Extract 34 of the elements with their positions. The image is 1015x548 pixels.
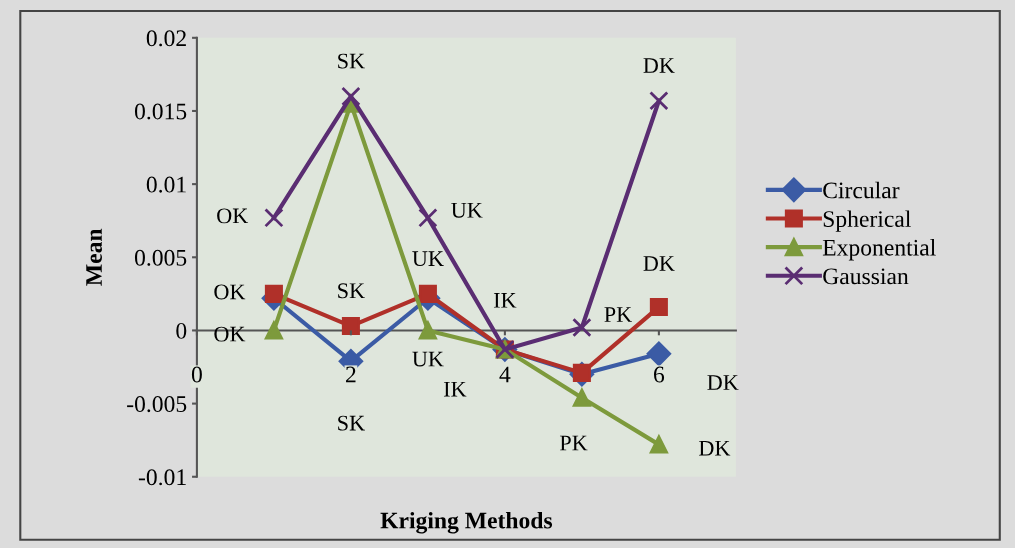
annotation: DK	[707, 375, 739, 390]
annotation: OK	[214, 284, 246, 300]
annotation: SK	[338, 283, 365, 299]
annotation: SK	[338, 53, 365, 69]
annotation: OK	[214, 326, 246, 342]
y-tick-label: 0.01	[146, 176, 186, 193]
legend-label: Exponential	[822, 239, 936, 261]
y-tick-label: 0.015	[134, 103, 187, 120]
x-tick-label: 2	[346, 366, 356, 383]
legend-label: Circular	[823, 181, 900, 199]
x-axis-title: Kriging Methods	[380, 511, 553, 534]
x-tick-label: 0	[191, 366, 202, 383]
annotation: SK	[338, 415, 365, 431]
annotation: DK	[643, 256, 675, 271]
annotation: UK	[412, 251, 444, 267]
annotation: UK	[412, 351, 444, 367]
y-tick-label: 0.005	[134, 249, 187, 266]
y-tick-label: -0.01	[138, 469, 186, 486]
annotation: PK	[559, 435, 588, 451]
y-axis-title: Mean	[86, 228, 102, 286]
legend-label: Spherical	[823, 210, 911, 232]
annotation: PK	[604, 307, 632, 322]
x-tick-label: 6	[653, 366, 665, 383]
annotation: DK	[699, 440, 731, 456]
y-tick-label: 0.02	[146, 30, 186, 47]
y-tick-label: 0	[176, 322, 187, 339]
legend-label: Gaussian	[823, 268, 909, 285]
annotation: DK	[643, 58, 675, 73]
annotation: IK	[443, 381, 467, 397]
y-tick-label: -0.005	[127, 396, 187, 413]
annotation: OK	[217, 208, 249, 224]
annotation: UK	[451, 203, 483, 218]
x-tick-label: 4	[499, 366, 511, 383]
annotation: IK	[493, 293, 517, 308]
